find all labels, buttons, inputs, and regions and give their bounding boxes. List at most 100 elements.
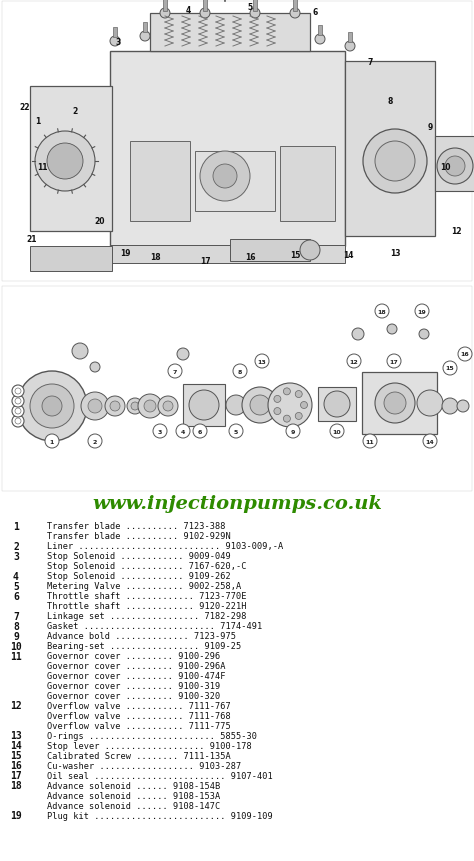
Circle shape <box>445 157 465 177</box>
Bar <box>110 245 345 263</box>
Circle shape <box>12 416 24 428</box>
Text: 1: 1 <box>36 117 41 127</box>
Text: 9: 9 <box>428 122 433 132</box>
Text: 1: 1 <box>50 439 54 444</box>
Text: Throttle shaft ............. 7123-770E: Throttle shaft ............. 7123-770E <box>47 592 246 600</box>
Text: 12: 12 <box>350 359 358 364</box>
Circle shape <box>72 344 88 360</box>
Circle shape <box>158 397 178 417</box>
Text: 10: 10 <box>440 163 450 171</box>
Circle shape <box>283 416 291 423</box>
Text: 13: 13 <box>10 731 22 740</box>
Circle shape <box>290 9 300 19</box>
Circle shape <box>352 329 364 341</box>
Circle shape <box>200 9 210 19</box>
Text: 11: 11 <box>37 163 47 171</box>
Circle shape <box>363 435 377 449</box>
Circle shape <box>90 362 100 373</box>
Circle shape <box>176 424 190 438</box>
Text: Gasket ......................... 7174-491: Gasket ......................... 7174-49… <box>47 622 262 630</box>
Bar <box>183 385 225 426</box>
Text: Governor cover ......... 9100-320: Governor cover ......... 9100-320 <box>47 691 220 700</box>
Text: 5: 5 <box>234 429 238 434</box>
Bar <box>280 147 335 222</box>
Circle shape <box>110 37 120 47</box>
Circle shape <box>363 130 427 194</box>
Text: 6: 6 <box>13 591 19 601</box>
Circle shape <box>295 413 302 420</box>
Text: Stop Solenoid ............ 9109-262: Stop Solenoid ............ 9109-262 <box>47 572 231 580</box>
Text: Overflow valve ........... 7111-767: Overflow valve ........... 7111-767 <box>47 701 231 710</box>
Text: 12: 12 <box>451 227 461 236</box>
Text: 18: 18 <box>378 309 386 314</box>
Circle shape <box>347 355 361 369</box>
Text: Transfer blade .......... 9102-929N: Transfer blade .......... 9102-929N <box>47 531 231 541</box>
Circle shape <box>88 400 102 413</box>
Text: Governor cover ......... 9100-474F: Governor cover ......... 9100-474F <box>47 672 226 680</box>
Circle shape <box>12 395 24 407</box>
Bar <box>318 387 356 422</box>
Text: 21: 21 <box>27 234 37 243</box>
Circle shape <box>315 35 325 45</box>
Text: Governor cover ......... 9100-296A: Governor cover ......... 9100-296A <box>47 661 226 670</box>
Text: Stop Solenoid ............ 9009-049: Stop Solenoid ............ 9009-049 <box>47 551 231 561</box>
Text: Overflow valve ........... 7111-768: Overflow valve ........... 7111-768 <box>47 711 231 720</box>
Text: Cu-washer .................. 9103-287: Cu-washer .................. 9103-287 <box>47 761 241 770</box>
Circle shape <box>15 388 21 394</box>
Text: 11: 11 <box>10 651 22 660</box>
Bar <box>113 28 117 38</box>
Text: 16: 16 <box>245 252 255 261</box>
Circle shape <box>330 424 344 438</box>
Text: 3: 3 <box>115 38 120 46</box>
Text: Governor cover ......... 9100-319: Governor cover ......... 9100-319 <box>47 681 220 691</box>
Text: www.injectionpumps.co.uk: www.injectionpumps.co.uk <box>92 494 382 512</box>
Circle shape <box>131 403 139 411</box>
Circle shape <box>300 241 320 261</box>
Text: Overflow valve ........... 7111-775: Overflow valve ........... 7111-775 <box>47 722 231 730</box>
Circle shape <box>255 355 269 369</box>
Text: 17: 17 <box>200 257 210 266</box>
Circle shape <box>295 391 302 398</box>
Text: Advance solenoid ...... 9108-154B: Advance solenoid ...... 9108-154B <box>47 781 220 790</box>
Circle shape <box>286 424 300 438</box>
Text: Advance solenoid ...... 9108-153A: Advance solenoid ...... 9108-153A <box>47 791 220 800</box>
Bar <box>203 0 207 12</box>
Text: 3: 3 <box>158 429 162 434</box>
Bar <box>150 14 310 52</box>
Text: Linkage set ................. 7182-298: Linkage set ................. 7182-298 <box>47 611 246 620</box>
Circle shape <box>12 406 24 418</box>
Text: 11: 11 <box>365 439 374 444</box>
Text: 14: 14 <box>343 251 353 259</box>
Bar <box>253 0 257 12</box>
Circle shape <box>457 400 469 412</box>
Text: 15: 15 <box>446 366 455 371</box>
Circle shape <box>442 399 458 414</box>
Circle shape <box>274 408 281 415</box>
Circle shape <box>437 149 473 185</box>
Circle shape <box>193 424 207 438</box>
Text: 13: 13 <box>258 359 266 364</box>
Bar <box>293 0 297 12</box>
Bar <box>163 0 167 12</box>
Circle shape <box>458 348 472 362</box>
Bar <box>130 142 190 222</box>
Text: 8: 8 <box>387 97 392 107</box>
Text: 14: 14 <box>426 439 434 444</box>
Circle shape <box>15 408 21 414</box>
Circle shape <box>127 399 143 414</box>
Text: 22: 22 <box>20 102 30 111</box>
Circle shape <box>30 385 74 429</box>
Bar <box>143 23 147 33</box>
Circle shape <box>45 435 59 449</box>
Bar <box>2 287 472 492</box>
Text: 16: 16 <box>10 760 22 771</box>
Bar <box>318 26 322 36</box>
Circle shape <box>12 386 24 398</box>
Text: 17: 17 <box>390 359 398 364</box>
Text: 18: 18 <box>150 252 160 261</box>
Bar <box>435 137 474 192</box>
Text: Throttle shaft ............. 9120-221H: Throttle shaft ............. 9120-221H <box>47 601 246 610</box>
Circle shape <box>384 393 406 414</box>
Text: Metering Valve ........... 9002-258,A: Metering Valve ........... 9002-258,A <box>47 581 241 591</box>
Circle shape <box>213 164 237 189</box>
